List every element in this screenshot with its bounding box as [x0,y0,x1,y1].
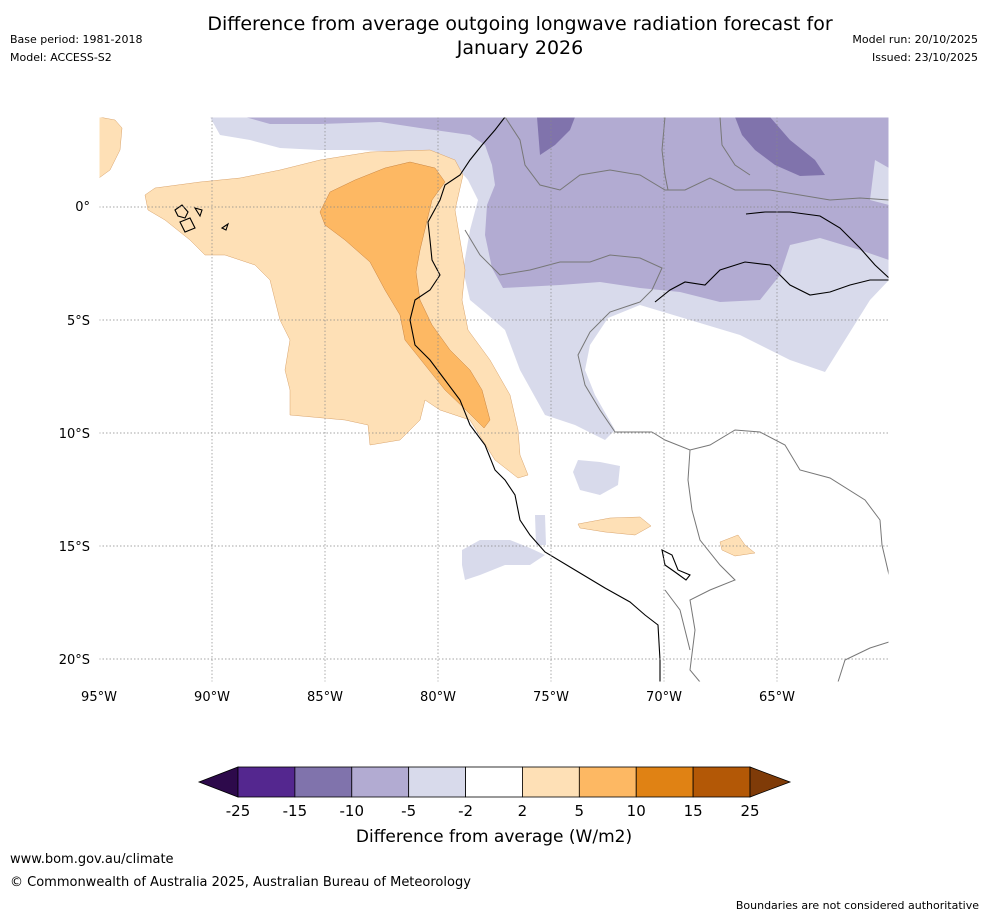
border-brazil-venezuela [719,117,751,176]
legend-tick-label: -15 [283,802,308,820]
title-line-1: Difference from average outgoing longwav… [207,13,833,35]
lon-label-95w: 95°W [81,690,117,705]
legend-arrow-left [197,766,239,798]
model-label: Model: ACCESS-S2 [10,51,112,64]
olr-band-neg-dark-1 [537,117,575,155]
model-run-label: Model run: 20/10/2025 [852,33,978,46]
legend-tick-label: 10 [627,802,646,820]
olr-band-pos-medium [319,161,491,429]
issued-label: Issued: 23/10/2025 [871,51,978,64]
olr-patch-neg-light-1 [462,540,545,580]
coast-amazon-river [745,211,889,279]
legend-color-box [692,766,751,798]
legend-tick-label: 5 [575,802,585,820]
lat-label-10s: 10°S [59,427,90,442]
footer-boundaries-note: Boundaries are not considered authoritat… [735,899,979,912]
legend-color-box [635,766,694,798]
national-borders [464,117,889,682]
graticule [99,117,889,682]
galapagos-island-3 [193,207,203,218]
olr-band-neg-dark-2 [735,117,825,176]
legend-title: Difference from average (W/m2) [356,827,632,847]
legend-color-box [351,766,410,798]
color-legend: -25 -15 -10 -5 -2 2 5 10 15 25 Difference from av… [197,766,792,847]
lat-label-15s: 15°S [59,540,90,555]
legend-tick-label: -5 [401,802,416,820]
border-ecuador-peru [464,229,663,433]
olr-patch-neg-light-3 [535,515,546,545]
lon-label-90w: 90°W [194,690,230,705]
olr-patch-neg-light-2 [573,460,620,495]
border-paraguay [837,641,889,682]
olr-band-neg-medium [245,117,889,302]
base-period-label: Base period: 1981-2018 [10,33,143,46]
lon-label-70w: 70°W [646,690,682,705]
title-line-2: January 2026 [456,37,584,59]
coast-south-america-west [409,117,661,682]
legend-color-box [237,766,296,798]
legend-color-box [465,766,523,798]
lon-label-85w: 85°W [307,690,343,705]
meta-right: Model run: 20/10/2025 Issued: 23/10/2025 [852,31,978,67]
olr-patch-pos-light-1 [99,117,123,179]
lat-label-0: 0° [75,200,90,215]
galapagos-island-2 [179,217,196,233]
olr-patch-pos-light-2 [577,516,652,536]
legend-color-box [294,766,353,798]
legend-color-box [522,766,580,798]
olr-patch-pos-light-3 [719,534,756,557]
legend-color-box [578,766,637,798]
anomaly-field [99,117,889,580]
legend-tick-label: 15 [684,802,703,820]
border-brazil-north [661,117,669,191]
legend-tick-label: -2 [458,802,473,820]
legend-tick-label: 2 [518,802,528,820]
legend-tick-label: -25 [226,802,251,820]
footer-url: www.bom.gov.au/climate [10,852,174,867]
galapagos-island-1 [174,204,189,219]
lon-label-80w: 80°W [420,690,456,705]
galapagos-island-4 [220,222,230,231]
legend-color-box [408,766,466,798]
footer-copyright: © Commonwealth of Australia 2025, Austra… [10,875,471,890]
border-colombia-venezuela [504,117,889,201]
page-title: Difference from average outgoing longwav… [160,12,880,60]
lat-label-5s: 5°S [67,314,90,329]
border-chile-bolivia [664,589,691,651]
lat-label-20s: 20°S [59,653,90,668]
border-bolivia [687,449,736,682]
meta-left: Base period: 1981-2018 Model: ACCESS-S2 [10,31,142,67]
map-frame [98,116,890,683]
lon-label-75w: 75°W [533,690,569,705]
lon-label-65w: 65°W [759,690,795,705]
legend-arrow-right [749,766,792,798]
coastlines [174,117,889,682]
lake-titicaca [661,549,691,581]
legend-tick-label: -10 [340,802,365,820]
coast-amazon-south [654,261,889,303]
legend-tick-label: 25 [740,802,759,820]
